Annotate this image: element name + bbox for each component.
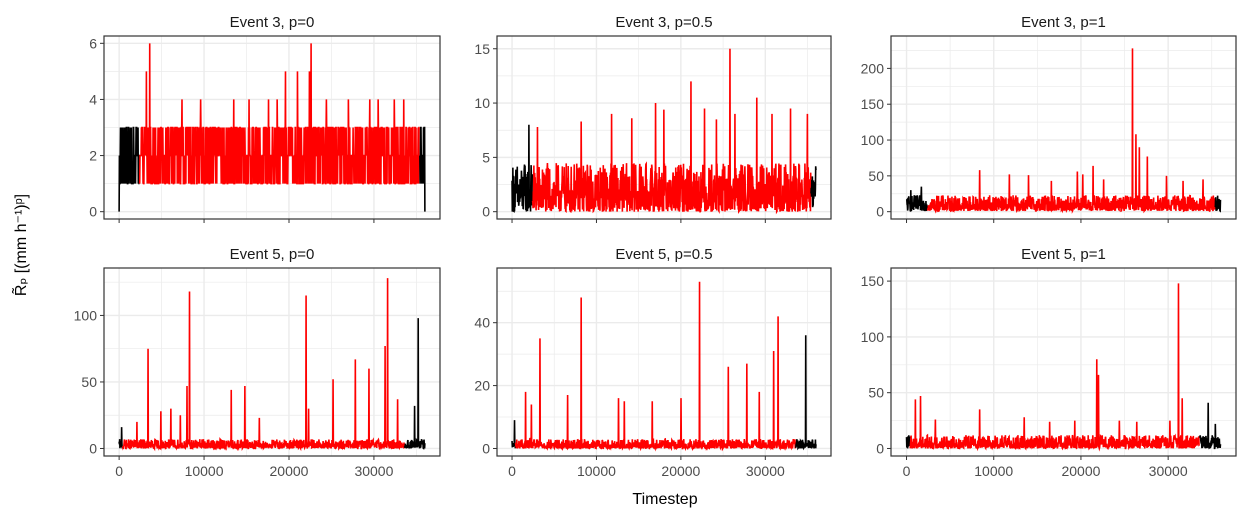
y-axis-title: R̃ₚ [(mm h⁻¹)ᵖ]	[10, 194, 30, 296]
x-tick-label: 20000	[661, 463, 700, 479]
series-line-event	[909, 283, 1200, 452]
x-tick-label: 10000	[974, 463, 1013, 479]
y-tick-label: 20	[474, 378, 490, 394]
y-tick-label: 50	[868, 385, 884, 401]
y-tick-label: 50	[81, 374, 97, 390]
x-tick-label: 20000	[1061, 463, 1100, 479]
facet-panel-5: Event 5, p=0.5 0 20 40 0 10000 20000 30000	[474, 246, 832, 479]
series-line-outside-event-end	[794, 335, 817, 451]
y-tick-label: 5	[482, 149, 490, 165]
x-tick-label: 30000	[1149, 463, 1188, 479]
y-tick-label: 0	[482, 440, 490, 456]
y-tick-label: 0	[876, 440, 884, 456]
series-line-outside-event-start	[511, 420, 517, 449]
x-tick-label: 10000	[185, 463, 224, 479]
y-tick-label: 0	[876, 204, 884, 220]
series-line-outside-event-start	[905, 186, 929, 213]
y-tick-label: 10	[474, 95, 490, 111]
x-tick-label: 10000	[577, 463, 616, 479]
facet-panel-3: Event 3, p=1 0 50 100 150 200	[861, 14, 1237, 223]
y-tick-label: 200	[861, 60, 885, 76]
series-line-outside-event-start	[118, 427, 124, 449]
y-tick-label: 0	[482, 204, 490, 220]
x-tick-label: 20000	[270, 463, 309, 479]
panel-border	[103, 267, 441, 457]
x-tick-label: 30000	[354, 463, 393, 479]
series-line-outside-event-start	[905, 435, 911, 449]
series-line-event	[926, 48, 1216, 214]
panel-border	[890, 35, 1237, 220]
facet-panel-6: Event 5, p=1 0 50 100 150 0 10000 20000 30000	[861, 246, 1237, 479]
panel-border	[890, 267, 1237, 457]
facet-panel-1: Event 3, p=0 0 2 4 6	[89, 14, 441, 223]
panel-title: Event 5, p=0	[230, 246, 315, 263]
series-line-event	[121, 278, 406, 452]
y-tick-label: 6	[89, 35, 97, 51]
panel-background	[104, 268, 440, 456]
series-line-outside-event-start	[511, 124, 534, 213]
series-line-outside-event-start	[118, 126, 140, 212]
y-tick-label: 50	[868, 168, 884, 184]
panel-border	[496, 35, 832, 220]
panel-title: Event 5, p=1	[1021, 246, 1106, 263]
x-tick-label: 0	[508, 463, 516, 479]
y-tick-label: 100	[74, 307, 98, 323]
y-tick-label: 2	[89, 148, 97, 164]
panel-background	[891, 268, 1236, 456]
panel-border	[496, 267, 832, 457]
y-tick-label: 15	[474, 41, 490, 57]
series-line-event	[514, 281, 797, 452]
facet-panel-4: Event 5, p=0 0 50 100 0 10000 20000 30000	[74, 246, 441, 479]
series-line-outside-event-end	[1198, 402, 1222, 450]
y-tick-label: 150	[861, 273, 885, 289]
series-line-outside-event-end	[403, 318, 426, 450]
panel-background	[891, 36, 1236, 219]
y-tick-label: 0	[89, 440, 97, 456]
panel-title: Event 3, p=0	[230, 14, 315, 31]
x-axis-title: Timestep	[632, 491, 697, 508]
panel-title: Event 3, p=1	[1021, 14, 1106, 31]
series-line-outside-event-end	[810, 166, 817, 208]
x-tick-label: 30000	[746, 463, 785, 479]
y-tick-label: 100	[861, 132, 885, 148]
x-tick-label: 0	[115, 463, 123, 479]
facet-panel-2: Event 3, p=0.5 0 5 10 15	[474, 14, 832, 223]
y-tick-label: 150	[861, 96, 885, 112]
series-line-outside-event-end	[1214, 195, 1222, 213]
y-tick-label: 100	[861, 329, 885, 345]
series-line-outside-event-end	[419, 126, 426, 212]
y-tick-label: 4	[89, 91, 97, 107]
x-tick-label: 0	[903, 463, 911, 479]
panel-title: Event 5, p=0.5	[615, 246, 712, 263]
series-line-event	[138, 43, 420, 185]
panel-title: Event 3, p=0.5	[615, 14, 712, 31]
y-tick-label: 40	[474, 315, 490, 331]
panel-background	[497, 268, 831, 456]
y-tick-label: 0	[89, 204, 97, 220]
panel-border	[103, 35, 441, 220]
series-line-event	[531, 48, 812, 215]
